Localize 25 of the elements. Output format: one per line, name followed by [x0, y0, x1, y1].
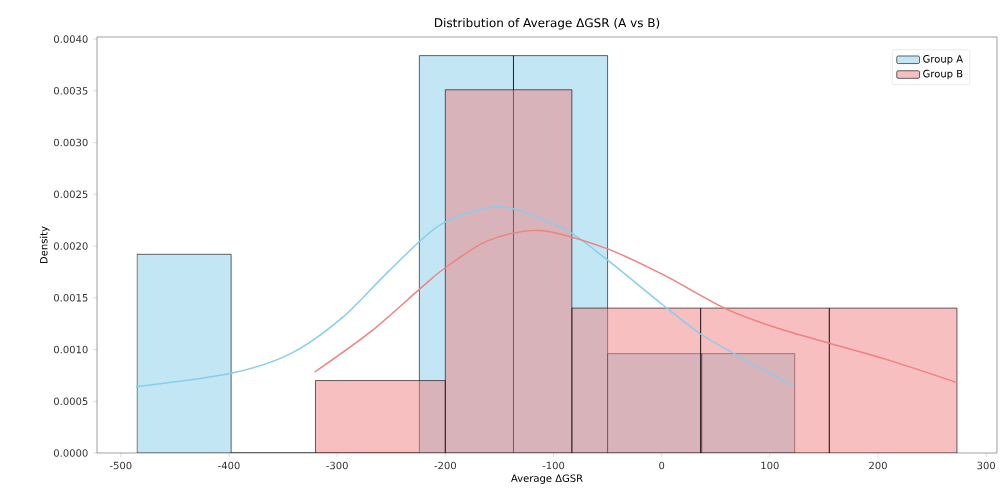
y-tick-label: 0.0020	[53, 242, 88, 250]
y-tick-label: 0.0040	[53, 35, 88, 43]
x-tick-label: -200	[434, 461, 456, 470]
x-tick-label: -400	[218, 461, 240, 470]
y-tick-label: 0.0000	[53, 449, 88, 457]
x-tick-label: 0	[659, 461, 665, 470]
x-tick-label: 200	[869, 461, 887, 470]
legend-label: Group B	[923, 69, 963, 80]
x-tick-label: 300	[977, 461, 996, 470]
y-tick-label: 0.0025	[53, 190, 88, 199]
y-axis-title: Density	[39, 226, 50, 264]
y-tick-label: 0.0015	[53, 293, 88, 302]
chart-title: Distribution of Average ΔGSR (A vs B)	[435, 18, 660, 30]
y-tick-label: 0.0030	[53, 138, 88, 147]
line-series	[313, 229, 958, 384]
line-series	[135, 205, 794, 388]
x-tick-label: -300	[326, 461, 348, 470]
y-tick-label: 0.0035	[53, 87, 88, 95]
x-tick-label: -500	[109, 461, 132, 470]
x-axis-title: Average ΔGSR	[511, 474, 583, 484]
y-tick-label: 0.0010	[53, 345, 88, 354]
x-tick-label: -100	[542, 461, 565, 470]
y-tick-label: 0.0005	[53, 397, 88, 406]
legend-label: Group A	[923, 55, 963, 65]
x-tick-label: 100	[761, 461, 779, 470]
